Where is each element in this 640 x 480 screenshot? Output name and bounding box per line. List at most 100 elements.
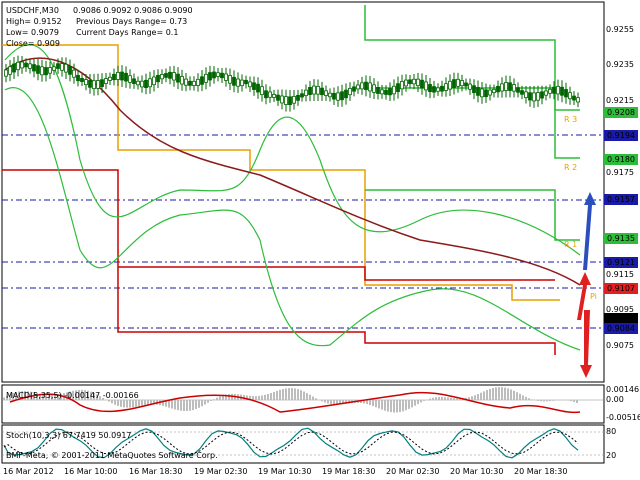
candle-body [256,83,260,93]
candle-body [420,79,424,89]
candle-body [252,82,256,90]
candle-body [192,80,196,86]
symbol-label: USDCHF,M30 [6,6,59,15]
candle-body [264,90,268,99]
moving-average-line [4,57,581,286]
main-price-panel[interactable] [1,1,605,383]
current-range-label: Current Days Range= 0.1 [76,28,178,37]
candle-body [512,84,516,92]
pivot-label: Pi [590,292,597,301]
price-box [604,323,638,334]
pivot-line [2,44,560,301]
stoch-panel[interactable] [1,424,605,464]
candle-body [244,79,248,85]
candle-body [300,93,304,98]
candle-body [128,75,132,83]
macd-panel[interactable] [1,384,605,424]
candle-body [376,87,380,94]
candle-body [344,89,348,99]
candle-body [436,87,440,92]
candle-body [28,63,32,69]
price-box [604,154,638,165]
candle-body [176,73,180,83]
candle-body [80,78,84,82]
candle-body [68,66,72,75]
price-box-label: 0.9180 [607,155,635,164]
price-tick: 0.9075 [606,341,634,350]
candle-body [476,87,480,96]
candle-body [100,79,104,87]
bollinger-lower [4,87,581,351]
time-tick: 19 Mar 02:30 [194,467,247,476]
candle-body [328,92,332,98]
price-box-label: 0.9084 [607,324,635,333]
candle-body [488,89,492,96]
candle-body [388,88,392,96]
candle-body [168,71,172,79]
candle-body [384,89,388,95]
candle-body [480,88,484,98]
candle-body [284,96,288,105]
candle-body [144,79,148,88]
candle-body [208,72,212,81]
price-box-label: 0.9194 [607,131,635,140]
candle-body [340,91,344,101]
close-label: Close= 0.909 [6,39,60,48]
price-box [604,233,638,244]
candle-body [16,61,20,71]
resistance-line-3 [364,5,580,111]
candle-body [180,76,184,85]
candle-body [152,76,156,86]
candle-body [472,85,476,94]
candle-body [572,95,576,101]
candle-body [108,76,112,81]
candle-body [220,72,224,79]
candle-body [172,72,176,81]
candle-body [408,79,412,84]
macd-tick: -0.00516 [606,413,640,422]
candle-body [216,72,220,77]
time-tick: 20 Mar 18:30 [514,467,567,476]
price-box-label: 0.9107 [607,284,635,293]
candle-body [368,82,372,92]
price-box-label: 0.9208 [607,108,635,117]
candle-body [428,84,432,93]
ohlc-values: 0.9086 0.9092 0.9086 0.9090 [73,6,193,15]
candle-body [24,62,28,68]
current-price-box [604,313,638,324]
candle-body [520,90,524,95]
candle-body [524,91,528,99]
price-tick: 0.9255 [606,25,634,34]
candle-body [232,76,236,86]
candle-body [64,63,68,73]
candle-body [236,78,240,87]
candle-body [112,73,116,81]
candle-body [156,74,160,83]
candle-body [280,95,284,104]
price-box-label: 0.9135 [607,234,635,243]
stoch-drawings [2,427,604,459]
candle-body [544,90,548,96]
candle-body [4,69,8,77]
candle-body [228,75,232,84]
candle-body [432,86,436,93]
price-tick: 0.9235 [606,60,634,69]
candle-body [56,63,60,69]
time-tick: 16 Mar 2012 [3,467,54,476]
candle-body [148,78,152,88]
candle-body [200,76,204,85]
candle-body [92,80,96,90]
candle-body [136,80,140,86]
candle-body [196,78,200,86]
candle-body [204,73,208,83]
candle-body [452,79,456,88]
candle-body [8,66,12,75]
candle-body [516,87,520,93]
candle-body [36,65,40,74]
candle-body [468,83,472,90]
candle-body [400,81,404,90]
current-price-label: 0.9090 [607,314,635,323]
price-box [604,283,638,294]
